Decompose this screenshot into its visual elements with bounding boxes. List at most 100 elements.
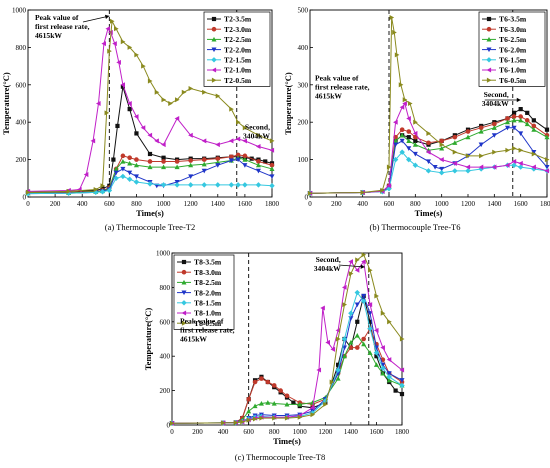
chart-2-x-tick-label: 600	[384, 200, 395, 208]
chart-3-data-point	[367, 302, 373, 308]
chart-2-legend-swatch-marker	[486, 77, 492, 83]
chart-1-data-point	[147, 164, 153, 170]
chart-3-data-point	[169, 420, 175, 426]
chart-2-data-point	[452, 149, 458, 155]
chart-1-data-point	[215, 142, 220, 148]
chart-2-data-point	[544, 164, 550, 170]
chart-1-data-point	[201, 168, 207, 174]
chart-2-data-point	[465, 129, 471, 134]
chart-1-data-point	[90, 138, 96, 144]
chart-2-data-point	[511, 114, 517, 119]
chart-1-data-point	[229, 106, 234, 112]
chart-2-data-point	[492, 121, 497, 127]
chart-1-legend-label: T2-3.5m	[224, 15, 252, 24]
chart-2-data-point	[531, 127, 537, 132]
chart-2-data-point	[531, 164, 536, 170]
chart-1-data-point	[161, 159, 166, 164]
chart-2-y-tick-label: 0	[305, 194, 309, 202]
chart-2-annotation-arrow-second	[484, 97, 521, 103]
chart-1-data-point	[235, 152, 241, 158]
chart-2-data-point	[439, 157, 444, 163]
chart-1-data-point	[120, 39, 126, 45]
chart-1-data-point	[269, 138, 275, 144]
chart-2-data-point	[544, 168, 550, 174]
chart-2-data-point	[525, 110, 530, 115]
chart-2-data-point	[517, 164, 524, 170]
chart-1-data-point	[174, 159, 180, 164]
chart-3-data-point	[252, 379, 258, 385]
chart-2-data-point	[425, 159, 432, 164]
chart-3-data-point	[367, 319, 373, 324]
chart-3-annotation-second-peak-line: Second,	[316, 255, 341, 264]
chart-2-data-point	[406, 115, 411, 121]
chart-1-legend-swatch-marker	[211, 77, 217, 83]
chart-1-annotation-first-peak-line: 4615kW	[35, 31, 62, 40]
chart-3-data-point	[361, 293, 367, 299]
chart-2-legend-label: T6-0.5m	[499, 76, 527, 85]
chart-3-legend-label: T8-1.5m	[194, 299, 222, 308]
chart-2-data-point	[504, 119, 511, 125]
chart-3-data-point	[380, 362, 386, 368]
chart-2-data-point	[413, 119, 418, 125]
chart-3-data-point	[399, 367, 405, 373]
chart-3-data-point	[367, 325, 373, 332]
chart-3-annotation-second-peak-line: 3404kW	[314, 264, 341, 273]
chart-2-legend-label: T6-3.5m	[499, 15, 527, 24]
chart-2-data-point	[406, 129, 412, 134]
chart-1-y-tick-label: 800	[16, 44, 27, 52]
chart-3-x-tick-label: 200	[192, 428, 203, 436]
chart-1-x-tick-label: 600	[104, 200, 115, 208]
chart-3-data-point	[322, 398, 329, 404]
chart-3-y-tick-label: 1000	[156, 250, 171, 258]
chart-3-data-point	[341, 284, 347, 290]
chart-3-x-tick-label: 1600	[369, 428, 384, 436]
chart-2-data-point	[491, 125, 497, 130]
chart-2-annotation-first-peak: Peak value of first release rate, 4615kW	[315, 74, 370, 101]
chart-3-y-axis-label: Temperature(°C)	[143, 308, 153, 371]
chart-3-data-point	[354, 267, 360, 273]
chart-3-legend-swatch-marker	[181, 279, 187, 285]
chart-1-x-tick-label: 1600	[238, 200, 253, 208]
chart-1-x-tick-label: 1800	[265, 200, 280, 208]
chart-2-data-point	[518, 114, 523, 119]
chart-2-legend-label: T6-2.0m	[499, 45, 527, 54]
chart-3-x-tick-label: 0	[170, 428, 174, 436]
chart-1-legend-label: T2-2.5m	[224, 35, 252, 44]
chart-1-annotation-first-peak: Peak value of first release rate, 4615kW	[35, 13, 90, 40]
chart-1-data-point	[154, 138, 159, 144]
chart-3-x-tick-label: 600	[243, 428, 254, 436]
chart-3-legend-swatch-marker	[181, 259, 187, 265]
chart-3-data-point	[310, 412, 316, 418]
chart-1-data-point	[174, 182, 180, 188]
chart-1-data-point	[255, 168, 261, 174]
chart-2-x-tick-label: 200	[331, 200, 342, 208]
chart-1-data-point	[236, 119, 241, 125]
chart-3-data-point	[265, 379, 271, 385]
chart-3-data-point	[252, 416, 258, 422]
chart-2-x-axis-label: Time(s)	[415, 208, 443, 218]
chart-2-data-point	[406, 146, 412, 151]
chart-3-data-point	[380, 370, 386, 376]
chart-3-data-point	[246, 417, 252, 423]
chart-3-data-point	[284, 393, 290, 399]
chart-3-data-point	[341, 336, 348, 342]
chart-2-data-point	[531, 166, 537, 172]
chart-2-data-point	[439, 142, 445, 148]
chart-1-data-point	[99, 189, 106, 195]
chart-1-data-point	[255, 182, 262, 188]
chart-1-legend-swatch-marker	[211, 47, 217, 53]
chart-1-annotation-second-peak: Second, 3404kW	[243, 123, 270, 141]
chart-2-data-point	[426, 130, 432, 136]
chart-1-data-point	[256, 159, 261, 164]
chart-3-legend-label: T8-1.0m	[194, 309, 222, 318]
chart-3-legend-swatch-marker	[181, 320, 187, 326]
chart-1-data-point	[188, 174, 194, 179]
chart-1-data-point	[133, 114, 139, 120]
chart-3-data-point	[386, 374, 392, 380]
chart-3-data-point	[320, 305, 325, 311]
chart-2-data-point	[452, 134, 458, 140]
chart-3-data-point	[246, 408, 252, 414]
chart-2-x-tick-label: 800	[410, 200, 421, 208]
chart-1-data-point	[188, 158, 193, 163]
